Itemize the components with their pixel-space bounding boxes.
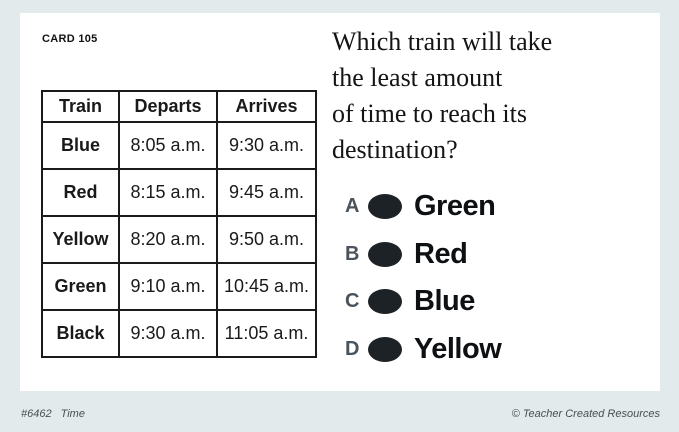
cell-arrives-time: 10:45 a.m. bbox=[216, 262, 317, 311]
cell-train-name: Red bbox=[41, 168, 120, 217]
option-label: Blue bbox=[414, 285, 475, 317]
table-row: Red 8:15 a.m. 9:45 a.m. bbox=[41, 168, 317, 217]
answer-option-c[interactable]: C Blue bbox=[345, 285, 501, 317]
answer-option-b[interactable]: B Red bbox=[345, 238, 501, 270]
table-header-departs: Departs bbox=[118, 90, 218, 123]
cell-train-name: Green bbox=[41, 262, 120, 311]
copyright-notice: © Teacher Created Resources bbox=[511, 408, 660, 420]
cell-arrives-time: 11:05 a.m. bbox=[216, 309, 317, 358]
option-label: Yellow bbox=[414, 332, 502, 365]
option-label: Red bbox=[414, 237, 468, 270]
answer-option-a[interactable]: A Green bbox=[345, 190, 501, 222]
answer-bubble-icon[interactable] bbox=[368, 194, 402, 219]
cell-train-name: Yellow bbox=[41, 215, 120, 264]
product-code: #6462 bbox=[21, 408, 52, 420]
option-letter: B bbox=[345, 242, 360, 265]
card-number-label: CARD 105 bbox=[42, 33, 98, 45]
cell-departs-time: 8:15 a.m. bbox=[118, 168, 218, 217]
table-row: Black 9:30 a.m. 11:05 a.m. bbox=[41, 309, 317, 358]
table-header-arrives: Arrives bbox=[216, 90, 317, 123]
cell-departs-time: 8:05 a.m. bbox=[118, 121, 218, 170]
product-code-footer: #6462 Time bbox=[21, 408, 85, 420]
cell-train-name: Blue bbox=[41, 121, 120, 170]
answer-option-d[interactable]: D Yellow bbox=[345, 333, 502, 365]
topic-label: Time bbox=[60, 408, 85, 420]
table-row: Blue 8:05 a.m. 9:30 a.m. bbox=[41, 121, 317, 170]
table-header-row: Train Departs Arrives bbox=[41, 90, 317, 123]
answer-options: A Green B Red C Blue D Yellow bbox=[345, 190, 502, 384]
answer-bubble-icon[interactable] bbox=[368, 289, 402, 314]
option-letter: D bbox=[345, 337, 360, 360]
table-header-train: Train bbox=[41, 90, 120, 123]
table-row: Green 9:10 a.m. 10:45 a.m. bbox=[41, 262, 317, 311]
table-row: Yellow 8:20 a.m. 9:50 a.m. bbox=[41, 215, 317, 264]
question-text: Which train will take the least amount o… bbox=[332, 27, 553, 164]
cell-arrives-time: 9:30 a.m. bbox=[216, 121, 317, 170]
cell-arrives-time: 9:45 a.m. bbox=[216, 168, 317, 217]
option-letter: C bbox=[345, 290, 360, 312]
answer-bubble-icon[interactable] bbox=[368, 241, 402, 267]
option-letter: A bbox=[345, 195, 360, 217]
cell-departs-time: 9:30 a.m. bbox=[118, 309, 218, 358]
cell-departs-time: 8:20 a.m. bbox=[118, 215, 218, 264]
cell-arrives-time: 9:50 a.m. bbox=[216, 215, 317, 264]
train-schedule-table: Train Departs Arrives Blue 8:05 a.m. 9:3… bbox=[41, 90, 317, 358]
cell-train-name: Black bbox=[41, 309, 120, 358]
cell-departs-time: 9:10 a.m. bbox=[118, 262, 218, 311]
option-label: Green bbox=[414, 190, 496, 222]
answer-bubble-icon[interactable] bbox=[368, 336, 402, 362]
